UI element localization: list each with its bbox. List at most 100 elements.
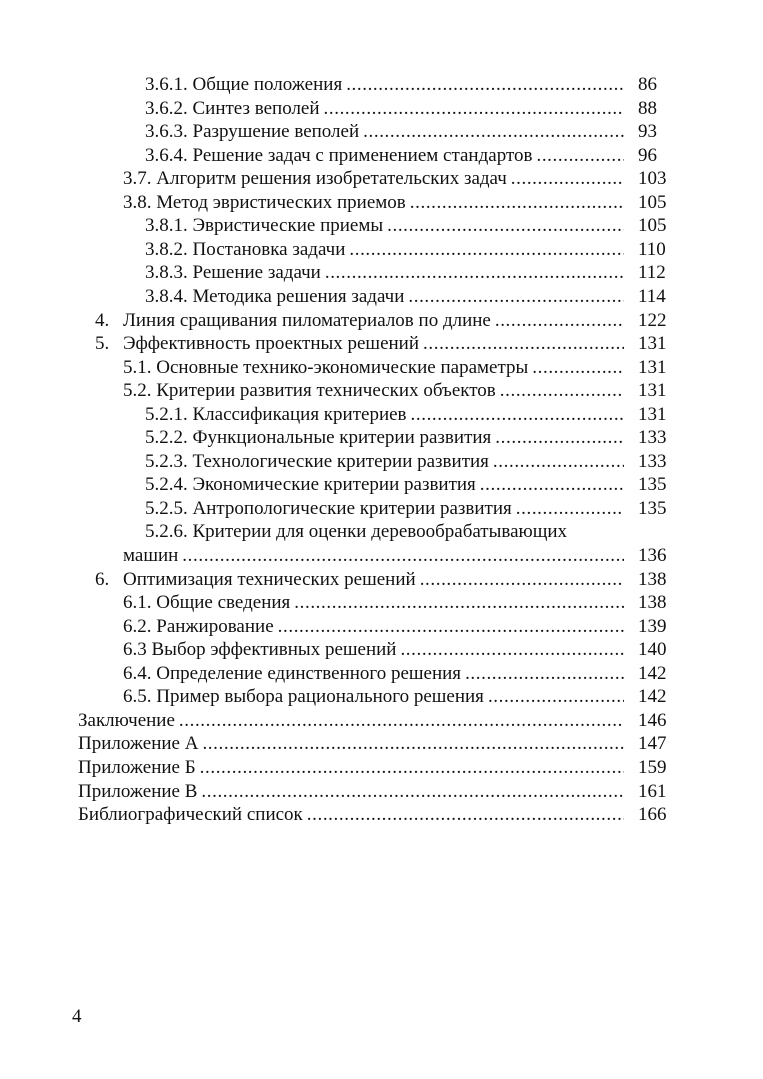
toc-entry-title: 6.1. Общие сведения bbox=[123, 592, 291, 614]
toc-entry-page: 135 bbox=[638, 497, 667, 519]
toc-entry[interactable]: 5.1. Основные технико-экономические пара… bbox=[123, 356, 624, 379]
toc-entry-page: 110 bbox=[638, 238, 666, 260]
toc-entry[interactable]: 6.5. Пример выбора рационального решения bbox=[123, 685, 624, 708]
toc-entry[interactable]: Заключение bbox=[78, 709, 624, 732]
toc-entry-page: 103 bbox=[638, 168, 667, 190]
dot-leader bbox=[495, 426, 624, 449]
toc-entry[interactable]: Линия сращивания пиломатериалов по длине bbox=[123, 309, 624, 332]
toc-entry[interactable]: 6.2. Ранжирование bbox=[123, 615, 624, 638]
toc-entry-title: 3.8.3. Решение задачи bbox=[145, 262, 321, 284]
dot-leader bbox=[201, 780, 624, 803]
toc-entry-page: 131 bbox=[638, 380, 667, 402]
toc-entry[interactable]: 3.8.4. Методика решения задачи bbox=[145, 285, 624, 308]
toc-entry[interactable]: 3.7. Алгоритм решения изобретательских з… bbox=[123, 167, 624, 190]
dot-leader bbox=[387, 214, 624, 237]
dot-leader bbox=[536, 144, 624, 167]
toc-entry[interactable]: 3.6.4. Решение задач с применением станд… bbox=[145, 144, 624, 167]
dot-leader bbox=[202, 732, 624, 755]
toc-entry-page: 147 bbox=[638, 733, 667, 755]
toc-entry[interactable]: 3.6.1. Общие положения bbox=[145, 73, 624, 96]
toc-entry[interactable]: 3.8.3. Решение задачи bbox=[145, 261, 624, 284]
toc-entry-title: 3.6.1. Общие положения bbox=[145, 74, 343, 95]
toc-entry-title: 5.2.3. Технологические критерии развития bbox=[145, 450, 489, 472]
dot-leader bbox=[349, 238, 624, 261]
toc-entry-title: Приложение В bbox=[78, 780, 198, 802]
dot-leader bbox=[410, 191, 624, 214]
toc-entry-page: 146 bbox=[638, 709, 667, 731]
dot-leader bbox=[465, 662, 624, 685]
toc-entry[interactable]: 6.3 Выбор эффективных решений bbox=[123, 638, 624, 661]
toc-entry[interactable]: Оптимизация технических решений bbox=[123, 568, 624, 591]
toc-entry-page: 122 bbox=[638, 309, 667, 331]
toc-entry-page: 114 bbox=[638, 285, 666, 307]
toc-entry-page: 105 bbox=[638, 191, 667, 213]
toc-entry-page: 88 bbox=[638, 97, 657, 119]
dot-leader bbox=[346, 73, 624, 96]
dot-leader bbox=[400, 638, 624, 661]
toc-entry-page: 86 bbox=[638, 74, 657, 95]
toc-entry-title: Приложение Б bbox=[78, 756, 196, 778]
toc-entry[interactable]: 5.2.1. Классификация критериев bbox=[145, 403, 624, 426]
toc-entry-title: 5.2.1. Классификация критериев bbox=[145, 403, 407, 425]
toc-entry-title: 5.1. Основные технико-экономические пара… bbox=[123, 356, 529, 378]
toc-entry[interactable]: 5.2.2. Функциональные критерии развития bbox=[145, 426, 624, 449]
toc-entry[interactable]: 3.6.3. Разрушение веполей bbox=[145, 120, 624, 143]
toc-entry-title: 3.8.1. Эвристические приемы bbox=[145, 215, 384, 237]
toc-entry-title: Приложение А bbox=[78, 733, 199, 755]
toc-entry-title: 3.6.4. Решение задач с применением станд… bbox=[145, 144, 533, 166]
toc-entry-title: Заключение bbox=[78, 709, 175, 731]
toc-entry[interactable]: Приложение Б bbox=[78, 756, 624, 779]
toc-entry-page: 93 bbox=[638, 121, 657, 143]
toc-entry[interactable]: 5.2. Критерии развития технических объек… bbox=[123, 379, 624, 402]
toc-entry[interactable]: 3.8.1. Эвристические приемы bbox=[145, 214, 624, 237]
dot-leader bbox=[493, 450, 624, 473]
toc-entry-title: 5.2.4. Экономические критерии развития bbox=[145, 474, 476, 496]
toc-entry-title: 5.2.5. Антропологические критерии развит… bbox=[145, 497, 512, 519]
toc-entry[interactable]: машин bbox=[123, 544, 624, 567]
toc-entry-title: Эффективность проектных решений bbox=[123, 333, 420, 355]
toc-entry-title: 6.3 Выбор эффективных решений bbox=[123, 639, 397, 661]
toc-entry[interactable]: Эффективность проектных решений bbox=[123, 332, 624, 355]
toc-entry[interactable]: Приложение А bbox=[78, 732, 624, 755]
toc-entry[interactable]: Библиографический список bbox=[78, 803, 624, 826]
toc-section-number: 5. bbox=[95, 333, 110, 355]
dot-leader bbox=[182, 544, 624, 567]
toc-entry[interactable]: 6.1. Общие сведения bbox=[123, 591, 624, 614]
toc-entry-page: 135 bbox=[638, 474, 667, 496]
dot-leader bbox=[411, 403, 624, 426]
dot-leader bbox=[495, 309, 624, 332]
dot-leader bbox=[532, 356, 624, 379]
dot-leader bbox=[325, 261, 624, 284]
toc-entry-title: 3.8.4. Методика решения задачи bbox=[145, 285, 405, 307]
toc-entry[interactable]: 3.8. Метод эвристических приемов bbox=[123, 191, 624, 214]
toc-entry-title: машин bbox=[123, 545, 179, 566]
toc-entry-page: 96 bbox=[638, 144, 657, 166]
toc-entry-title: Линия сращивания пиломатериалов по длине bbox=[123, 309, 491, 331]
toc-entry-page: 139 bbox=[638, 615, 667, 637]
dot-leader bbox=[423, 332, 624, 355]
toc-entry[interactable]: 5.2.3. Технологические критерии развития bbox=[145, 450, 624, 473]
dot-leader bbox=[179, 709, 624, 732]
toc-entry[interactable]: 5.2.5. Антропологические критерии развит… bbox=[145, 497, 624, 520]
toc-entry-page: 142 bbox=[638, 662, 667, 684]
toc-entry[interactable]: 5.2.4. Экономические критерии развития bbox=[145, 473, 624, 496]
toc-entry-page: 136 bbox=[638, 545, 667, 566]
dot-leader bbox=[420, 568, 624, 591]
toc-entry[interactable]: 6.4. Определение единственного решения bbox=[123, 662, 624, 685]
dot-leader bbox=[488, 685, 624, 708]
toc-entry[interactable]: Приложение В bbox=[78, 780, 624, 803]
toc-section-number: 6. bbox=[95, 568, 110, 590]
toc-entry-title: 5.2.6. Критерии для оценки деревообрабат… bbox=[145, 521, 568, 543]
toc-entry-title: 3.6.2. Синтез веполей bbox=[145, 97, 320, 119]
dot-leader bbox=[200, 756, 624, 779]
toc-entry[interactable]: 5.2.6. Критерии для оценки деревообрабат… bbox=[145, 520, 567, 543]
toc-entry[interactable]: 3.8.2. Постановка задачи bbox=[145, 238, 624, 261]
toc-entry-page: 161 bbox=[638, 780, 667, 802]
toc-entry-title: 3.8. Метод эвристических приемов bbox=[123, 191, 406, 213]
toc-entry-title: 6.2. Ранжирование bbox=[123, 615, 274, 637]
toc-entry-page: 166 bbox=[638, 804, 667, 826]
dot-leader bbox=[516, 497, 624, 520]
toc-entry-title: 3.6.3. Разрушение веполей bbox=[145, 121, 360, 143]
toc-entry-page: 105 bbox=[638, 215, 667, 237]
toc-entry[interactable]: 3.6.2. Синтез веполей bbox=[145, 97, 624, 120]
